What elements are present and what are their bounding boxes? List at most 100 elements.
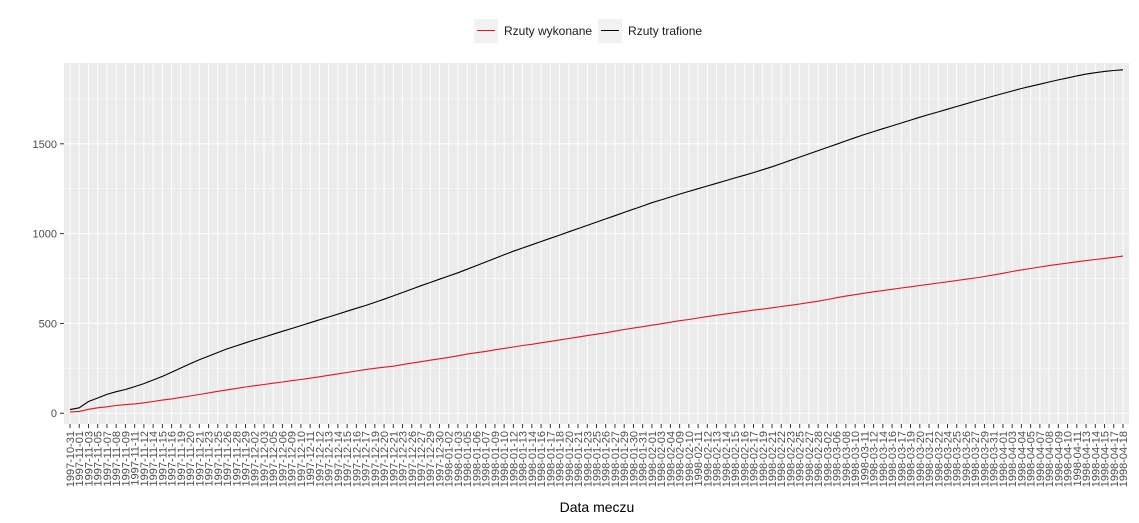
legend-item-rzuty-wykonane: Rzuty wykonane (474, 19, 592, 43)
x-tick-label: 1997-11-14 (148, 431, 160, 486)
x-tick-label: 1998-02-13 (712, 431, 724, 487)
x-tick-label: 1997-12-14 (333, 431, 345, 487)
x-tick-label: 1998-02-19 (758, 431, 770, 487)
x-tick-label: 1997-12-10 (296, 431, 308, 487)
x-tick-label: 1997-10-31 (65, 431, 77, 487)
x-tick-label: 1998-04-11 (1072, 431, 1084, 486)
x-tick-label: 1997-12-29 (425, 431, 437, 487)
x-tick-label: 1998-04-14 (1090, 431, 1102, 487)
x-tick-label: 1998-03-29 (979, 431, 991, 487)
x-tick-label: 1998-01-27 (610, 431, 622, 487)
x-tick-label: 1998-01-09 (490, 431, 502, 487)
x-tick-label: 1997-12-19 (370, 431, 382, 487)
x-tick-label: 1998-01-02 (444, 431, 456, 487)
x-tick-label: 1997-11-26 (222, 431, 234, 486)
x-tick-label: 1998-01-23 (582, 431, 594, 487)
x-tick-label: 1998-02-03 (656, 431, 668, 487)
x-tick-label: 1997-12-05 (268, 431, 280, 487)
x-tick-label: 1998-01-16 (536, 431, 548, 487)
x-tick-label: 1997-12-12 (314, 431, 326, 487)
legend-label-rzuty-trafione: Rzuty trafione (628, 24, 703, 38)
x-tick-label: 1998-04-18 (1118, 431, 1130, 487)
x-tick-label: 1998-01-21 (573, 431, 585, 487)
x-tick-label: 1997-11-28 (231, 431, 243, 486)
x-tick-label: 1998-04-01 (998, 431, 1010, 487)
x-tick-label: 1997-11-11 (130, 431, 142, 486)
x-tick-label: 1998-03-17 (896, 431, 908, 487)
x-tick-label: 1997-11-03 (83, 431, 95, 486)
x-tick-label: 1997-12-03 (259, 431, 271, 487)
x-tick-label: 1998-01-12 (508, 431, 520, 487)
x-tick-label: 1998-03-22 (933, 431, 945, 487)
chart-legend: Rzuty wykonane Rzuty trafione (474, 18, 708, 44)
x-tick-label: 1997-12-11 (305, 431, 317, 486)
x-tick-label: 1998-01-13 (518, 431, 530, 487)
x-tick-label: 1998-02-22 (776, 431, 788, 487)
x-tick-label: 1997-11-20 (185, 431, 197, 486)
x-tick-label: 1998-01-07 (481, 431, 493, 487)
x-tick-label: 1998-03-24 (943, 431, 955, 487)
x-tick-label: 1998-04-08 (1044, 431, 1056, 487)
x-tick-label: 1998-03-16 (887, 431, 899, 487)
x-tick-label: 1998-03-20 (915, 431, 927, 487)
y-tick-label: 1500 (33, 139, 57, 151)
x-tick-label: 1998-03-21 (924, 431, 936, 487)
x-tick-label: 1997-11-09 (120, 431, 132, 486)
x-tick-label: 1998-02-12 (702, 431, 714, 487)
x-tick-label: 1998-04-07 (1035, 431, 1047, 487)
x-tick-label: 1997-11-15 (157, 431, 169, 486)
x-tick-label: 1997-12-06 (277, 431, 289, 487)
x-tick-label: 1998-01-10 (499, 431, 511, 487)
x-tick-label: 1997-12-15 (342, 431, 354, 487)
x-tick-label: 1998-03-12 (869, 431, 881, 487)
x-tick-label: 1998-02-10 (684, 431, 696, 487)
y-tick-label: 0 (51, 408, 57, 420)
x-tick-label: 1998-04-15 (1100, 431, 1112, 487)
x-tick-label: 1998-02-15 (730, 431, 742, 487)
series-line-rzuty-trafione (69, 69, 1124, 411)
series-line-rzuty-wykonane (69, 255, 1124, 413)
x-tick-label: 1998-03-25 (952, 431, 964, 487)
y-tick-label: 500 (39, 318, 57, 330)
x-tick-label: 1997-11-29 (241, 431, 253, 486)
x-tick-label: 1998-01-25 (592, 431, 604, 487)
x-tick-label: 1998-02-04 (665, 431, 677, 487)
x-tick-label: 1998-03-31 (989, 431, 1001, 487)
x-tick-label: 1997-12-27 (416, 431, 428, 487)
x-tick-label: 1997-12-23 (398, 431, 410, 487)
x-tick-label: 1998-04-04 (1016, 431, 1028, 487)
x-tick-label: 1998-01-20 (564, 431, 576, 487)
x-tick-label: 1997-11-05 (93, 431, 105, 486)
x-tick-label: 1998-04-05 (1026, 431, 1038, 487)
x-tick-label: 1998-01-03 (453, 431, 465, 487)
x-tick-label: 1997-12-20 (379, 431, 391, 487)
x-axis: 1997-10-311997-11-011997-11-031997-11-05… (65, 424, 1130, 487)
y-tick-label: 1000 (33, 229, 57, 241)
x-tick-label: 1998-03-08 (841, 431, 853, 487)
x-tick-label: 1998-01-14 (527, 431, 539, 487)
series-layer (69, 69, 1124, 413)
x-tick-label: 1998-02-11 (693, 431, 705, 486)
x-tick-label: 1998-02-21 (767, 431, 779, 487)
x-tick-label: 1997-12-13 (324, 431, 336, 487)
x-tick-label: 1998-04-13 (1081, 431, 1093, 487)
legend-item-rzuty-trafione: Rzuty trafione (598, 19, 702, 43)
legend-key-rzuty-wykonane (474, 19, 498, 43)
x-tick-label: 1997-11-23 (204, 431, 216, 486)
x-tick-label: 1998-04-03 (1007, 431, 1019, 487)
x-tick-label: 1998-01-06 (471, 431, 483, 487)
x-tick-label: 1998-03-10 (850, 431, 862, 487)
x-tick-label: 1998-02-14 (721, 431, 733, 487)
x-tick-label: 1998-01-31 (638, 431, 650, 487)
x-tick-label: 1998-02-25 (795, 431, 807, 487)
x-tick-label: 1998-01-18 (555, 431, 567, 487)
x-tick-label: 1997-12-26 (407, 431, 419, 487)
x-tick-label: 1998-01-29 (619, 431, 631, 487)
x-tick-label: 1998-01-26 (601, 431, 613, 487)
x-tick-label: 1997-11-01 (74, 431, 86, 486)
x-tick-label: 1998-01-30 (628, 431, 640, 487)
x-tick-label: 1998-01-17 (545, 431, 557, 487)
x-tick-label: 1997-11-19 (176, 431, 188, 486)
x-tick-label: 1997-12-09 (287, 431, 299, 487)
x-tick-label: 1997-12-16 (351, 431, 363, 487)
